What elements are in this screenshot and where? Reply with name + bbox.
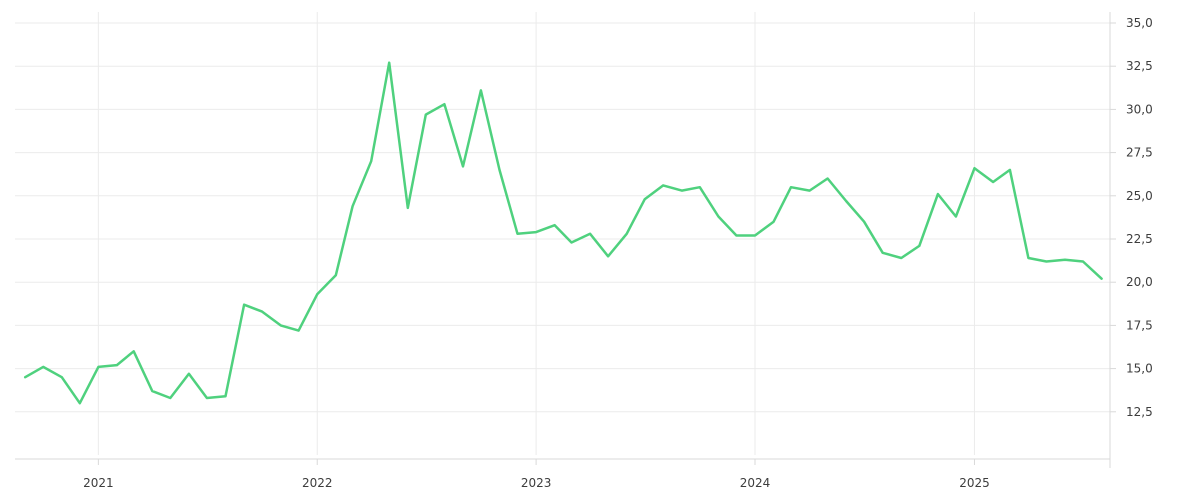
y-tick-label: 22,5 (1126, 232, 1153, 246)
y-tick-label: 25,0 (1126, 189, 1153, 203)
label-layer: 12,5 15,0 17,5 20,0 22,5 25,0 27,5 30,0 32,5 35,0… (83, 16, 1153, 490)
y-tick-label: 35,0 (1126, 16, 1153, 30)
y-tick-label: 27,5 (1126, 146, 1153, 160)
y-tick-label: 20,0 (1126, 275, 1153, 289)
y-tick-label: 15,0 (1126, 362, 1153, 376)
y-tick-label: 30,0 (1126, 102, 1153, 116)
series-layer (23, 61, 1103, 405)
grid-layer (15, 12, 1110, 455)
y-tick-label: 12,5 (1126, 405, 1153, 419)
y-tick-label: 32,5 (1126, 59, 1153, 73)
x-tick-label: 2022 (302, 476, 333, 490)
x-tick-label: 2025 (959, 476, 990, 490)
y-tick-label: 17,5 (1126, 318, 1153, 332)
x-tick-label: 2023 (521, 476, 552, 490)
x-tick-label: 2024 (740, 476, 771, 490)
x-tick-label: 2021 (83, 476, 114, 490)
series-line (23, 61, 1103, 405)
axis-layer (15, 12, 1116, 468)
